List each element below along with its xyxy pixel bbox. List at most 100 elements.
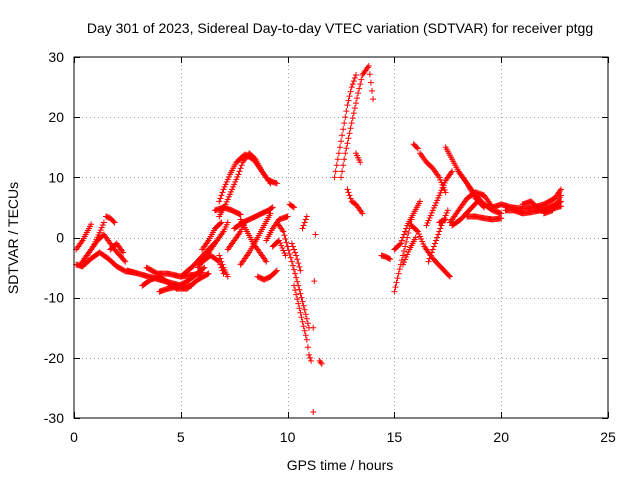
data-point	[235, 171, 242, 178]
data-point	[350, 110, 357, 117]
data-point	[449, 168, 456, 175]
data-point	[217, 255, 224, 262]
data-point	[435, 194, 442, 201]
data-point	[359, 210, 366, 217]
data-point	[428, 209, 435, 216]
data-point	[399, 252, 406, 259]
data-point	[219, 261, 226, 268]
data-point	[344, 186, 351, 193]
data-point	[370, 96, 377, 103]
series-arc-52	[464, 213, 505, 223]
data-point	[437, 176, 444, 183]
data-point	[339, 168, 346, 175]
data-point	[224, 196, 231, 203]
data-point	[397, 240, 404, 247]
data-point	[296, 286, 303, 293]
data-point	[277, 240, 284, 247]
series-arc-17	[211, 204, 244, 218]
data-point	[288, 258, 295, 265]
data-point	[430, 204, 437, 211]
data-point	[308, 357, 315, 364]
data-point	[412, 234, 419, 241]
grid-lines	[74, 57, 608, 418]
data-point	[434, 197, 441, 204]
data-point	[289, 203, 296, 210]
data-point	[338, 138, 344, 145]
data-point	[399, 234, 406, 241]
data-point	[345, 189, 352, 196]
y-tick-label: 10	[48, 169, 64, 185]
data-point	[473, 199, 480, 206]
data-point	[251, 155, 258, 162]
data-point	[273, 267, 280, 274]
data-point	[298, 294, 305, 301]
data-point	[346, 192, 353, 199]
data-point	[294, 256, 301, 263]
data-point	[287, 254, 294, 261]
data-point	[341, 156, 348, 163]
data-point	[223, 198, 230, 205]
series-arc-29	[286, 201, 298, 211]
data-point	[431, 240, 438, 247]
data-point	[435, 231, 442, 238]
data-point	[289, 262, 296, 269]
data-point	[339, 132, 346, 139]
data-point	[280, 228, 287, 235]
data-point	[220, 186, 227, 193]
y-tick-label: -20	[44, 350, 64, 366]
data-point	[97, 227, 104, 234]
data-point	[415, 230, 422, 237]
data-point	[100, 219, 107, 226]
data-point	[232, 178, 239, 185]
data-point	[343, 108, 350, 115]
data-point	[280, 247, 287, 254]
data-point	[234, 173, 241, 180]
data-point	[439, 184, 446, 191]
data-points	[73, 63, 565, 415]
data-point	[401, 259, 408, 266]
data-point	[284, 243, 291, 250]
data-point	[438, 187, 445, 194]
series-arc-25	[269, 237, 289, 259]
series-arc-01	[73, 221, 95, 253]
x-tick-label: 25	[600, 429, 616, 445]
data-point	[413, 144, 420, 151]
data-point	[357, 159, 364, 166]
data-point	[216, 198, 223, 205]
data-point	[304, 320, 311, 327]
data-point	[340, 126, 347, 133]
data-point	[98, 224, 105, 231]
data-point	[292, 270, 299, 277]
series-arc-13	[199, 219, 225, 253]
data-point	[283, 239, 290, 246]
data-point	[396, 241, 403, 248]
data-point	[231, 181, 238, 188]
data-point	[300, 302, 307, 309]
series-arc-26	[273, 219, 312, 331]
data-point	[331, 174, 338, 181]
x-tick-label: 10	[280, 429, 296, 445]
data-point	[292, 287, 299, 294]
series-arc-50	[455, 168, 505, 217]
data-point	[403, 225, 410, 232]
series-arc-47	[436, 216, 449, 226]
series-arc-23	[254, 267, 280, 283]
data-point	[386, 255, 393, 262]
y-tick-label: 0	[56, 230, 64, 246]
series-arc-56	[540, 192, 565, 217]
data-point	[291, 282, 298, 289]
data-point	[217, 195, 224, 202]
data-point	[401, 231, 408, 238]
data-point	[336, 144, 343, 151]
data-point	[225, 173, 232, 180]
data-point	[354, 95, 361, 102]
data-point	[343, 145, 350, 152]
data-point	[366, 71, 373, 78]
data-point	[281, 250, 288, 257]
data-point	[122, 258, 129, 265]
data-point	[294, 278, 301, 285]
data-point	[292, 249, 299, 256]
series-arc-37	[352, 150, 364, 166]
data-point	[414, 145, 421, 152]
